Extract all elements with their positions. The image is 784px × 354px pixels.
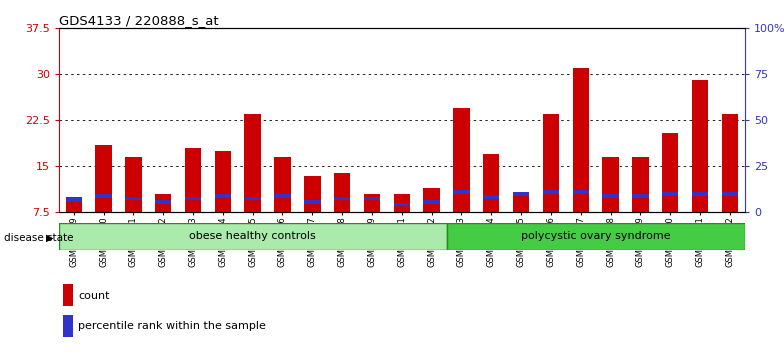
Text: GDS4133 / 220888_s_at: GDS4133 / 220888_s_at: [59, 14, 219, 27]
Bar: [662, 133, 678, 212]
Bar: [63, 284, 72, 307]
Bar: [453, 108, 470, 212]
Bar: [602, 194, 619, 198]
Bar: [245, 196, 261, 200]
Bar: [96, 145, 112, 212]
Bar: [513, 192, 529, 196]
Bar: [602, 157, 619, 212]
Bar: [245, 114, 261, 212]
Bar: [483, 154, 499, 212]
Bar: [59, 223, 447, 250]
Bar: [215, 194, 231, 198]
Bar: [155, 200, 172, 204]
Bar: [691, 80, 708, 212]
Bar: [66, 197, 82, 212]
Bar: [543, 190, 559, 194]
Bar: [274, 157, 291, 212]
Bar: [662, 192, 678, 196]
Bar: [66, 199, 82, 202]
Bar: [453, 190, 470, 194]
Bar: [185, 148, 201, 212]
Bar: [632, 157, 648, 212]
Bar: [155, 194, 172, 212]
Text: ▶: ▶: [45, 233, 53, 243]
Bar: [447, 223, 745, 250]
Bar: [423, 200, 440, 204]
Bar: [215, 151, 231, 212]
Bar: [483, 195, 499, 199]
Bar: [572, 68, 589, 212]
Bar: [63, 315, 72, 337]
Bar: [423, 188, 440, 212]
Bar: [185, 196, 201, 200]
Bar: [125, 157, 142, 212]
Bar: [364, 196, 380, 200]
Bar: [543, 114, 559, 212]
Bar: [364, 194, 380, 212]
Bar: [125, 196, 142, 200]
Bar: [304, 200, 321, 204]
Bar: [334, 196, 350, 200]
Bar: [632, 194, 648, 198]
Bar: [691, 192, 708, 196]
Text: obese healthy controls: obese healthy controls: [189, 231, 316, 241]
Text: percentile rank within the sample: percentile rank within the sample: [78, 321, 267, 331]
Text: count: count: [78, 291, 110, 301]
Text: disease state: disease state: [4, 233, 74, 243]
Bar: [96, 194, 112, 198]
Bar: [274, 194, 291, 198]
Bar: [722, 192, 738, 196]
Bar: [394, 203, 410, 206]
Bar: [513, 194, 529, 212]
Bar: [304, 176, 321, 212]
Text: polycystic ovary syndrome: polycystic ovary syndrome: [521, 231, 670, 241]
Bar: [722, 114, 738, 212]
Bar: [334, 172, 350, 212]
Bar: [572, 190, 589, 194]
Bar: [394, 194, 410, 212]
